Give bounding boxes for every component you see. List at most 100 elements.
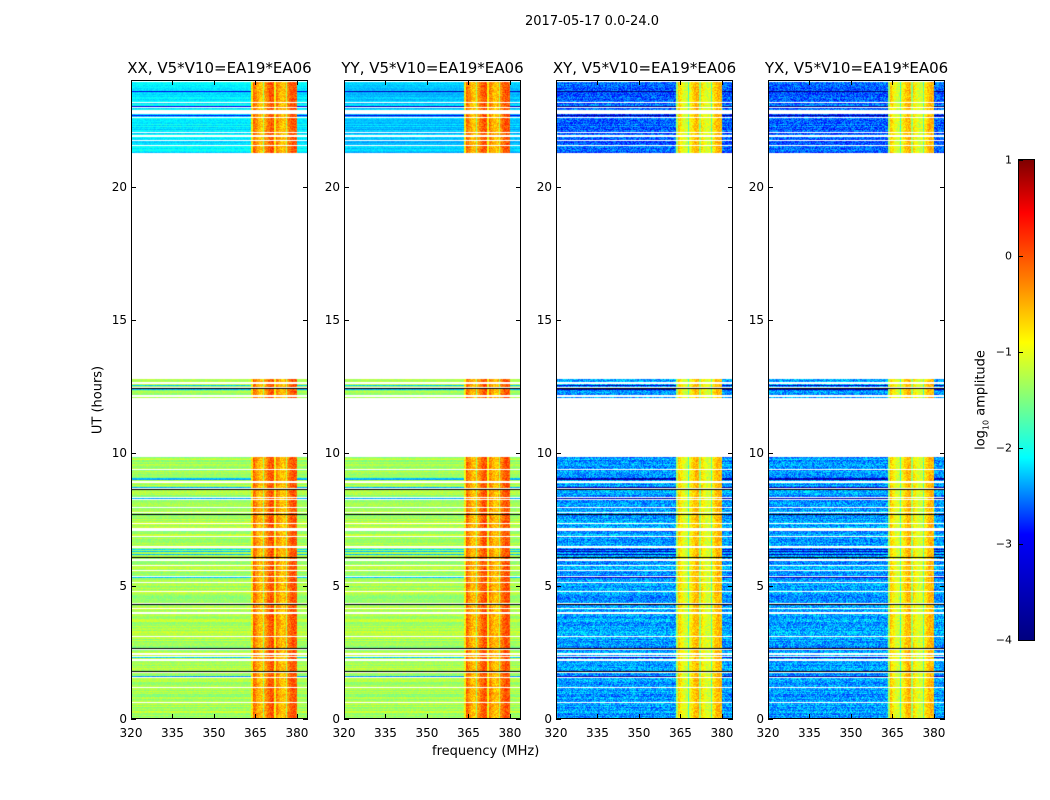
x-tick <box>933 80 935 85</box>
y-tick <box>516 319 521 321</box>
x-tick <box>680 714 682 719</box>
x-tick-label: 320 <box>119 726 143 740</box>
y-tick <box>303 452 308 454</box>
y-tick <box>344 719 349 720</box>
x-tick <box>213 714 215 719</box>
x-tick-label: 335 <box>798 726 821 740</box>
y-tick-label: 15 <box>324 312 340 327</box>
x-tick <box>850 714 852 719</box>
heatmap-panel-1 <box>131 80 308 719</box>
x-tick <box>768 80 769 85</box>
y-tick <box>728 719 733 720</box>
x-tick <box>892 714 894 719</box>
x-tick <box>296 80 298 85</box>
x-tick-label: 380 <box>498 726 522 740</box>
colorbar-label-sub: 10 <box>981 419 991 431</box>
x-tick <box>721 80 723 85</box>
x-tick <box>638 714 640 719</box>
x-tick-label: 320 <box>756 726 780 740</box>
panel-title-2: YY, V5*V10=EA19*EA06 <box>341 59 524 77</box>
y-tick <box>344 186 349 188</box>
panel-title-4: YX, V5*V10=EA19*EA06 <box>764 59 949 77</box>
x-tick-label: 365 <box>244 726 267 740</box>
x-tick <box>131 80 132 85</box>
y-tick-label: 10 <box>748 445 764 460</box>
panel-title-1: XX, V5*V10=EA19*EA06 <box>127 59 312 77</box>
x-tick-label: 365 <box>881 726 904 740</box>
y-axis-label: UT (hours) <box>90 365 106 435</box>
x-tick <box>721 714 723 719</box>
x-tick-label: 350 <box>202 726 226 740</box>
y-tick-label: 5 <box>119 578 127 593</box>
x-tick <box>509 714 511 719</box>
x-tick <box>344 80 345 85</box>
x-tick <box>638 80 640 85</box>
x-tick-label: 365 <box>457 726 480 740</box>
y-tick-label: 15 <box>748 312 764 327</box>
y-tick <box>768 186 773 188</box>
x-tick-label: 380 <box>285 726 309 740</box>
y-tick <box>131 452 136 454</box>
x-tick <box>597 714 599 719</box>
heatmap-cells <box>132 81 307 718</box>
x-tick <box>296 714 298 719</box>
x-tick <box>680 80 682 85</box>
colorbar-label-rest: amplitude <box>973 350 989 420</box>
y-tick-label: 0 <box>544 712 552 726</box>
y-tick-label: 5 <box>332 578 340 593</box>
y-tick <box>303 585 308 587</box>
y-tick-label: 20 <box>111 179 127 194</box>
colorbar-tick-label: −1 <box>995 345 1012 359</box>
heatmap-panel-3 <box>556 80 733 719</box>
heatmap-cells <box>769 81 944 718</box>
x-tick-label: 350 <box>627 726 651 740</box>
y-tick <box>131 186 136 188</box>
heatmap-panel-2 <box>344 80 521 719</box>
x-tick <box>556 714 557 719</box>
x-tick-label: 365 <box>669 726 692 740</box>
y-tick <box>940 452 945 454</box>
x-tick <box>255 714 257 719</box>
x-tick <box>255 80 257 85</box>
y-tick <box>556 319 561 321</box>
colorbar-tick <box>1019 448 1023 449</box>
y-tick <box>516 186 521 188</box>
y-tick <box>516 452 521 454</box>
colorbar-tick <box>1019 256 1023 257</box>
colorbar-label-log: log <box>973 430 989 450</box>
y-tick <box>556 186 561 188</box>
colorbar-tick-label: 1 <box>1005 153 1012 167</box>
x-tick <box>468 80 470 85</box>
y-tick <box>768 452 773 454</box>
x-tick-label: 335 <box>161 726 184 740</box>
y-tick <box>940 719 945 720</box>
x-tick <box>131 714 132 719</box>
y-tick-label: 20 <box>748 179 764 194</box>
x-tick <box>556 80 557 85</box>
colorbar-tick-label: −4 <box>995 633 1012 647</box>
y-tick <box>728 186 733 188</box>
panel-title-3: XY, V5*V10=EA19*EA06 <box>552 59 737 77</box>
x-tick <box>172 714 174 719</box>
x-tick <box>809 714 811 719</box>
y-tick <box>131 319 136 321</box>
y-tick <box>303 319 308 321</box>
y-tick <box>516 585 521 587</box>
y-tick <box>303 719 308 720</box>
heatmap-cells <box>345 81 520 718</box>
x-tick-label: 320 <box>332 726 356 740</box>
x-tick <box>426 80 428 85</box>
y-tick-label: 15 <box>111 312 127 327</box>
x-tick-label: 380 <box>710 726 734 740</box>
x-tick <box>509 80 511 85</box>
y-tick <box>728 585 733 587</box>
y-tick <box>728 319 733 321</box>
y-tick <box>940 186 945 188</box>
x-tick <box>426 714 428 719</box>
x-tick-label: 350 <box>839 726 863 740</box>
y-tick-label: 20 <box>324 179 340 194</box>
x-tick-label: 320 <box>544 726 568 740</box>
y-tick-label: 15 <box>536 312 552 327</box>
y-tick-label: 0 <box>756 712 764 726</box>
